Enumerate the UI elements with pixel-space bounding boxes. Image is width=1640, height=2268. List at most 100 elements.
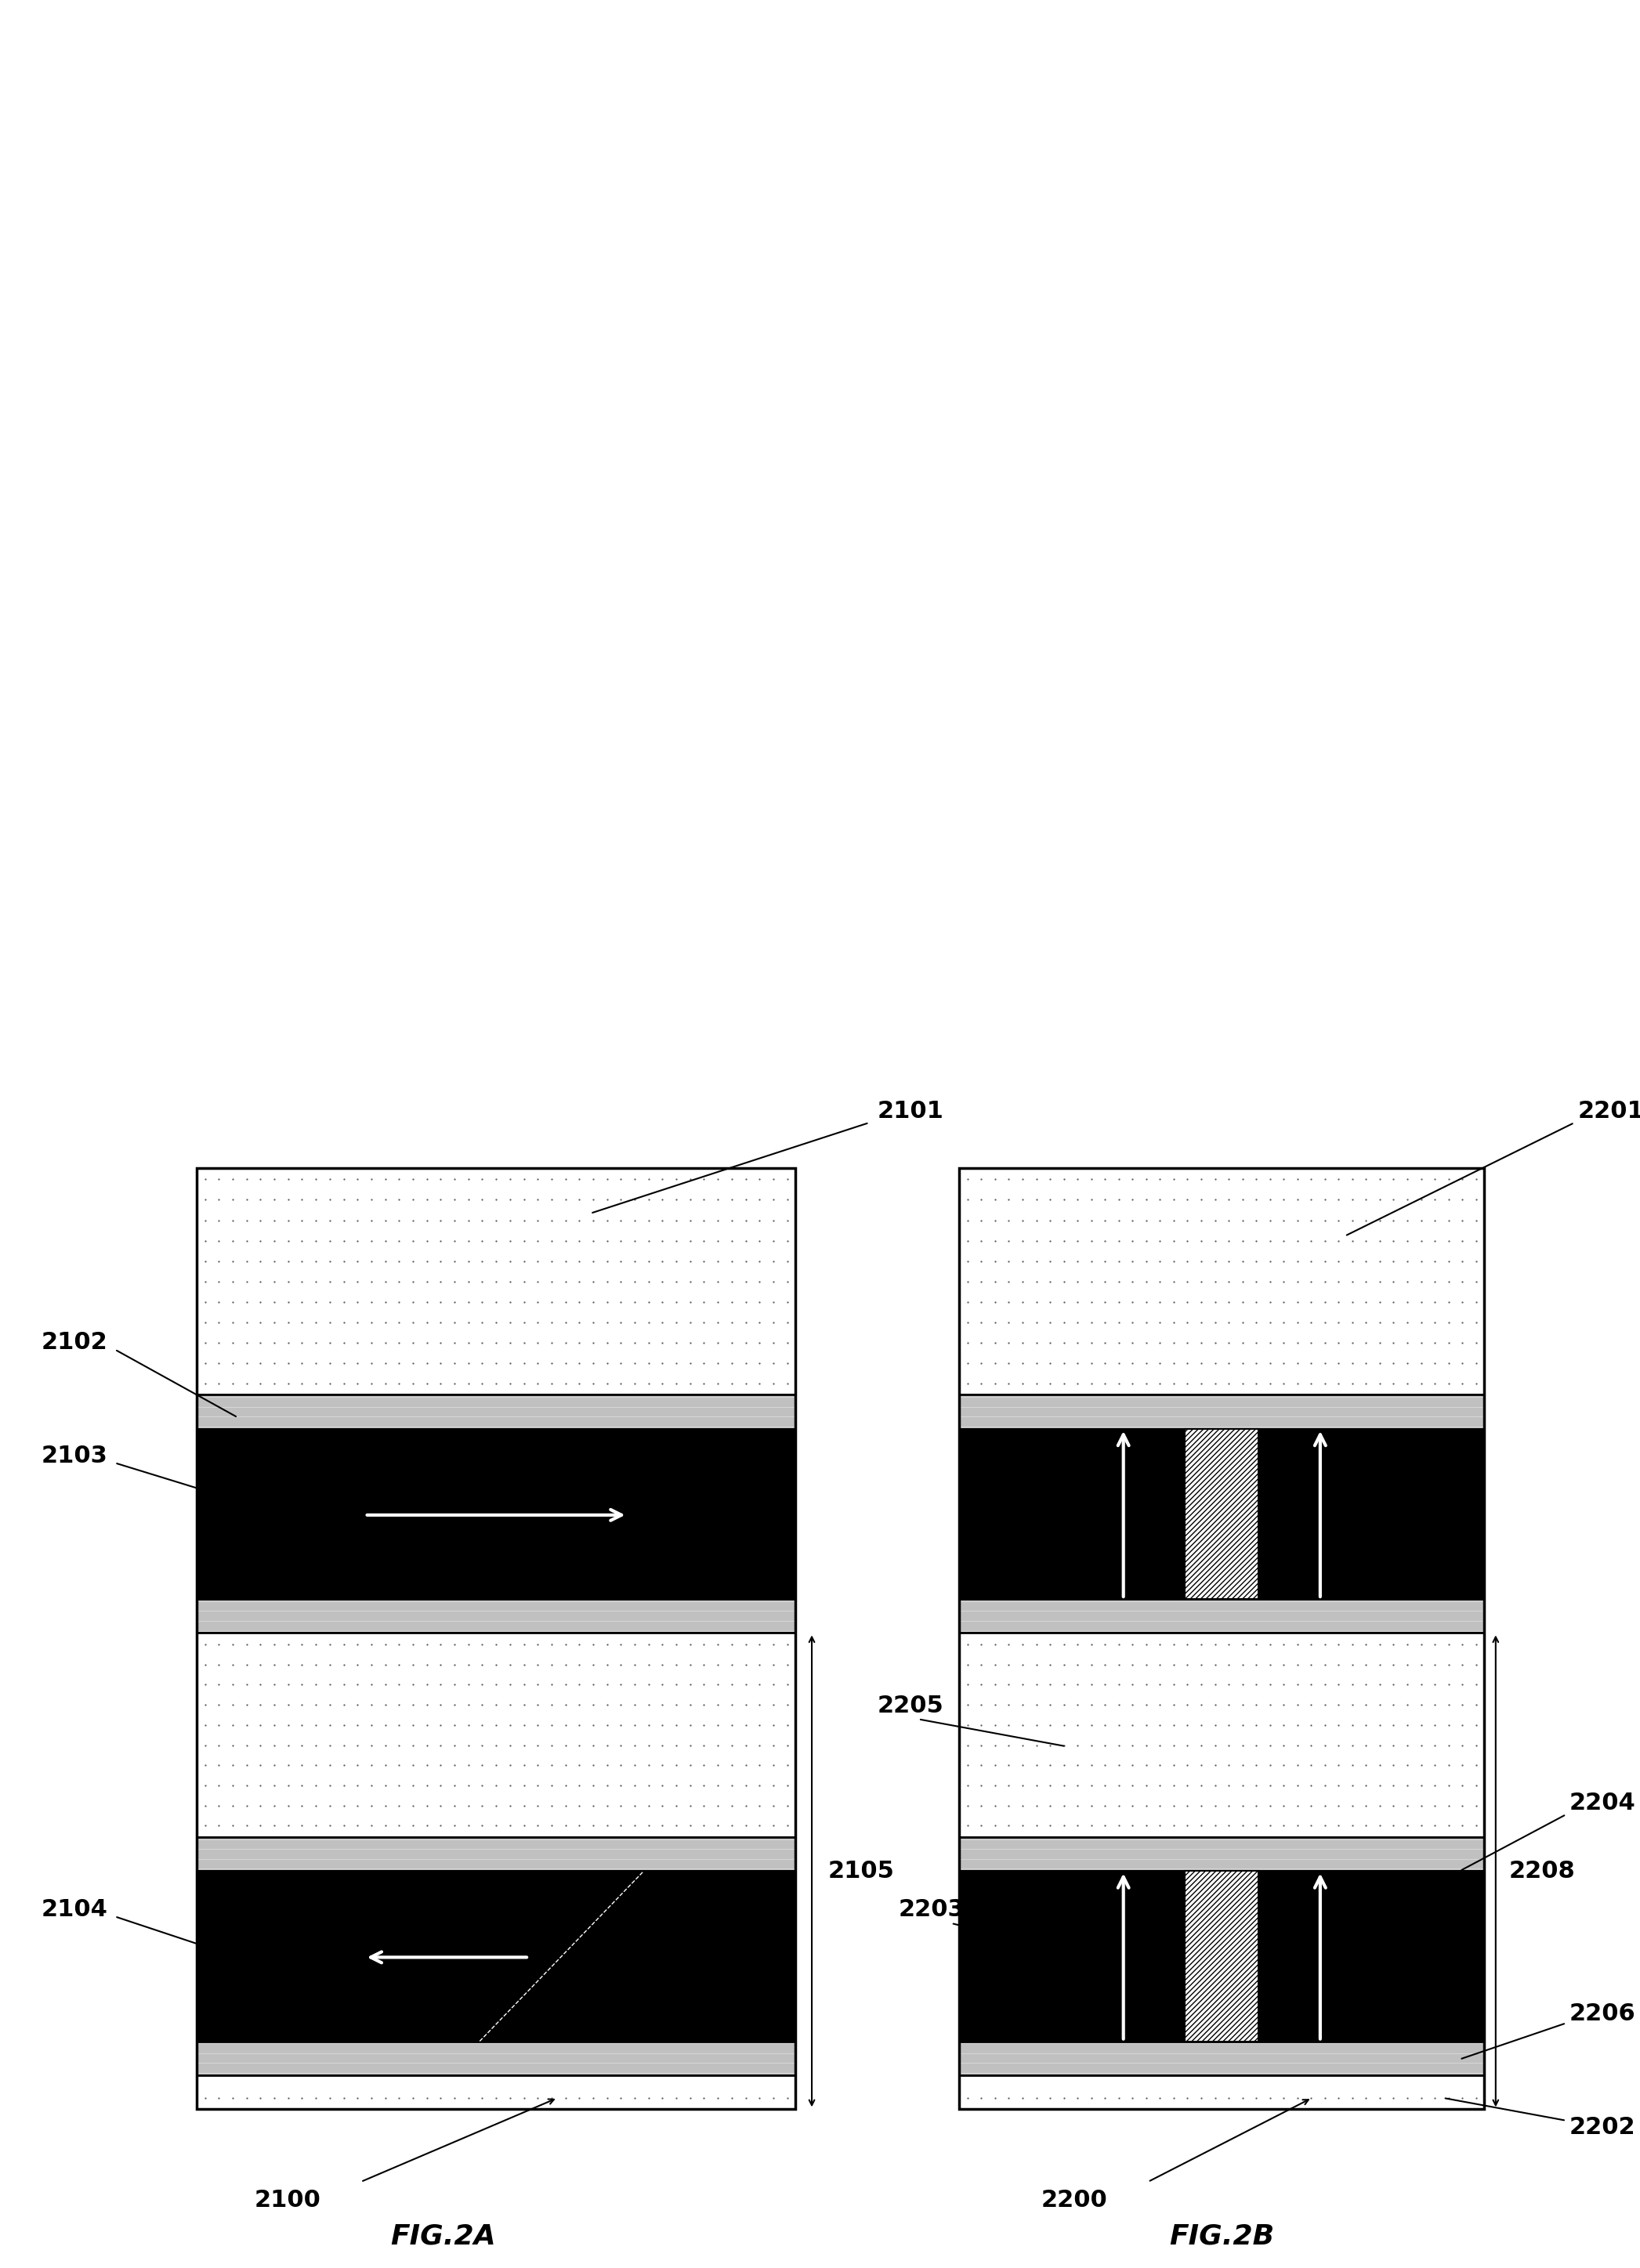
Bar bbox=[197, 1168, 795, 1395]
Point bbox=[289, 1325, 315, 1361]
Point bbox=[289, 1647, 315, 1683]
Point bbox=[413, 1284, 440, 1320]
Point bbox=[690, 1667, 717, 1703]
Point bbox=[205, 1365, 231, 1402]
Point bbox=[233, 1647, 259, 1683]
Point bbox=[982, 1284, 1009, 1320]
Point bbox=[1435, 1304, 1461, 1340]
Point bbox=[510, 1365, 536, 1402]
Point bbox=[510, 1263, 536, 1300]
Point bbox=[954, 1304, 981, 1340]
Point bbox=[1092, 1647, 1118, 1683]
Point bbox=[1010, 1365, 1036, 1402]
Point bbox=[469, 1647, 495, 1683]
Point bbox=[1297, 1767, 1323, 1803]
Point bbox=[385, 1284, 412, 1320]
Point bbox=[482, 1767, 508, 1803]
Point bbox=[746, 1345, 772, 1381]
Point bbox=[718, 1345, 745, 1381]
Point bbox=[1366, 1345, 1392, 1381]
Point bbox=[372, 1304, 399, 1340]
Point bbox=[1450, 1243, 1476, 1279]
Point bbox=[1120, 1708, 1146, 1744]
Point bbox=[317, 1787, 343, 1823]
Point bbox=[1174, 1808, 1200, 1844]
Point bbox=[649, 1365, 676, 1402]
Point bbox=[995, 1808, 1022, 1844]
Point bbox=[1271, 1708, 1297, 1744]
Point bbox=[581, 1647, 607, 1683]
Point bbox=[1064, 1626, 1091, 1662]
Point bbox=[441, 1202, 467, 1238]
Point bbox=[233, 1667, 259, 1703]
Point bbox=[1284, 1726, 1310, 1762]
Point bbox=[1340, 1263, 1366, 1300]
Point bbox=[1023, 1667, 1050, 1703]
Point bbox=[1064, 2080, 1091, 2116]
Point bbox=[1230, 1647, 1256, 1683]
Point bbox=[954, 1325, 981, 1361]
Point bbox=[677, 1263, 704, 1300]
Point bbox=[276, 1182, 302, 1218]
Point bbox=[1340, 1365, 1366, 1402]
Point bbox=[482, 1746, 508, 1783]
Point bbox=[1187, 1284, 1214, 1320]
Bar bbox=[959, 1168, 1484, 1395]
Point bbox=[1036, 1365, 1063, 1402]
Bar bbox=[197, 1599, 795, 1633]
Point bbox=[205, 1243, 231, 1279]
Point bbox=[1133, 1626, 1159, 1662]
Point bbox=[497, 1787, 523, 1823]
Point bbox=[733, 1626, 759, 1662]
Point bbox=[331, 1325, 358, 1361]
Point bbox=[968, 1746, 994, 1783]
Point bbox=[635, 1222, 661, 1259]
Point bbox=[233, 1284, 259, 1320]
Point bbox=[677, 1202, 704, 1238]
Point bbox=[456, 1767, 482, 1803]
Point bbox=[774, 1284, 800, 1320]
Point bbox=[525, 1787, 551, 1823]
Point bbox=[289, 1222, 315, 1259]
Point bbox=[248, 1365, 274, 1402]
Point bbox=[954, 1161, 981, 1198]
Point bbox=[622, 1365, 648, 1402]
Point bbox=[344, 1626, 371, 1662]
Point bbox=[525, 1626, 551, 1662]
Point bbox=[553, 1284, 579, 1320]
Point bbox=[1077, 1222, 1104, 1259]
Point bbox=[663, 1767, 689, 1803]
Point bbox=[1051, 1687, 1077, 1724]
Point bbox=[1271, 2080, 1297, 2116]
Bar bbox=[197, 1395, 795, 1429]
Point bbox=[220, 1365, 246, 1402]
Point bbox=[1161, 1243, 1187, 1279]
Point bbox=[344, 1304, 371, 1340]
Point bbox=[761, 1708, 787, 1744]
Point bbox=[690, 1345, 717, 1381]
Point bbox=[1450, 1161, 1476, 1198]
Point bbox=[400, 1787, 426, 1823]
Point bbox=[1215, 1667, 1241, 1703]
Point bbox=[1174, 1365, 1200, 1402]
Point bbox=[344, 1365, 371, 1402]
Point bbox=[622, 1243, 648, 1279]
Point bbox=[705, 2080, 731, 2116]
Bar bbox=[1184, 1429, 1260, 1599]
Bar bbox=[959, 1837, 1484, 1871]
Point bbox=[1340, 1243, 1366, 1279]
Point bbox=[1435, 1365, 1461, 1402]
Point bbox=[746, 1647, 772, 1683]
Point bbox=[525, 1808, 551, 1844]
Point bbox=[456, 1365, 482, 1402]
Point bbox=[705, 1263, 731, 1300]
Point bbox=[413, 1263, 440, 1300]
Point bbox=[1325, 1263, 1351, 1300]
Point bbox=[303, 1304, 330, 1340]
Point bbox=[538, 1708, 564, 1744]
Point bbox=[1133, 1182, 1159, 1218]
Point bbox=[954, 1202, 981, 1238]
Point bbox=[1366, 1243, 1392, 1279]
Point bbox=[690, 1708, 717, 1744]
Point bbox=[1064, 1263, 1091, 1300]
